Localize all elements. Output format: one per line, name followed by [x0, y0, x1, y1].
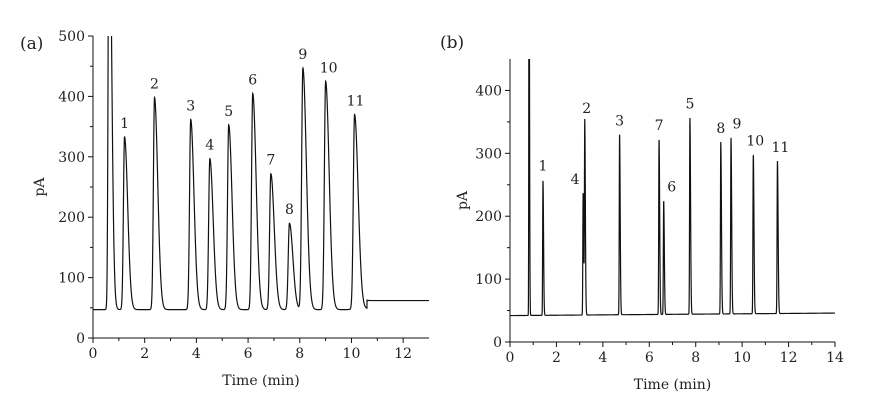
y-tick-label: 200 — [475, 209, 502, 225]
peak-label: 5 — [224, 104, 233, 120]
peak-label: 10 — [746, 134, 764, 150]
peak-label: 7 — [266, 153, 275, 169]
y-tick-label: 300 — [475, 146, 502, 162]
peak-label: 2 — [150, 77, 159, 93]
panel-label: (b) — [440, 33, 464, 53]
y-tick-label: 0 — [493, 335, 502, 351]
y-tick-label: 100 — [475, 272, 502, 288]
axes — [92, 36, 429, 339]
peak-label: 3 — [186, 98, 195, 114]
chromatogram-trace — [93, 36, 429, 311]
x-axis-label: Time (min) — [634, 377, 712, 393]
peak-label: 9 — [298, 47, 307, 63]
y-tick-label: 400 — [58, 89, 85, 105]
y-tick-label: 500 — [58, 29, 85, 45]
peak-label: 11 — [772, 140, 790, 156]
x-axis-label: Time (min) — [222, 373, 300, 389]
y-tick-label: 100 — [58, 271, 85, 287]
peak-label: 3 — [615, 113, 624, 129]
peak-label: 8 — [285, 202, 294, 218]
y-axis-label: pA — [32, 177, 48, 197]
peak-label: 11 — [347, 94, 365, 110]
peak-label: 1 — [120, 116, 129, 132]
x-tick-label: 6 — [645, 350, 654, 366]
x-tick-label: 8 — [295, 346, 304, 362]
x-tick-label: 0 — [506, 350, 515, 366]
x-tick-label: 8 — [691, 350, 700, 366]
peak-label: 6 — [667, 180, 676, 196]
y-tick-label: 400 — [475, 83, 502, 99]
peak-label: 4 — [205, 138, 214, 154]
x-tick-label: 12 — [780, 350, 798, 366]
y-axis-label: pA — [455, 190, 471, 210]
y-tick-label: 300 — [58, 150, 85, 166]
x-tick-label: 14 — [826, 350, 844, 366]
y-tick-label: 0 — [76, 331, 85, 347]
panel-label: (a) — [20, 34, 43, 54]
x-tick-label: 2 — [552, 350, 561, 366]
peak-label: 4 — [571, 172, 580, 188]
peak-label: 1 — [539, 159, 548, 175]
peak-label: 7 — [655, 118, 664, 134]
y-tick-label: 200 — [58, 210, 85, 226]
x-tick-label: 12 — [394, 346, 412, 362]
chromatogram-trace — [510, 59, 835, 317]
x-tick-label: 2 — [140, 346, 149, 362]
x-tick-label: 6 — [244, 346, 253, 362]
peak-label: 8 — [716, 121, 725, 137]
x-tick-label: 0 — [89, 346, 98, 362]
peak-label: 10 — [320, 60, 338, 76]
peak-label: 6 — [248, 72, 257, 88]
x-tick-label: 4 — [192, 346, 201, 362]
peak-label: 2 — [582, 101, 591, 117]
x-tick-label: 4 — [598, 350, 607, 366]
x-tick-label: 10 — [733, 350, 751, 366]
x-tick-label: 10 — [343, 346, 361, 362]
axes — [509, 59, 835, 343]
peak-label: 5 — [685, 96, 694, 112]
peak-label: 9 — [733, 117, 742, 133]
